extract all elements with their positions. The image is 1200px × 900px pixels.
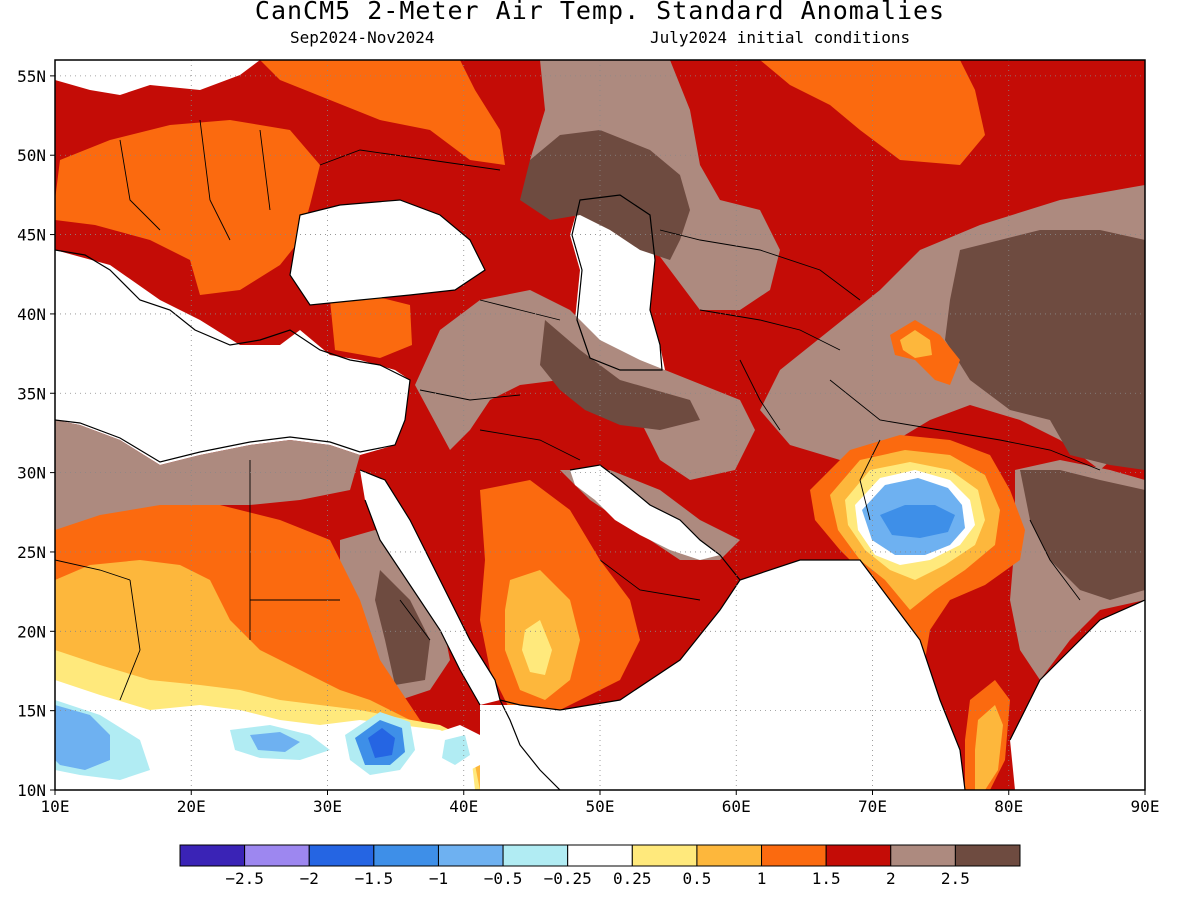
field-eastern-europe-orange: [260, 60, 505, 165]
lon-label: 90E: [1131, 797, 1160, 816]
field-sahel-light-blue: [55, 705, 110, 770]
lat-label: 10N: [17, 781, 46, 800]
anomaly-field: [55, 60, 1145, 790]
field-arabian-sea-white: [560, 560, 965, 790]
lat-label: 15N: [17, 702, 46, 721]
lat-label: 20N: [17, 622, 46, 641]
legend-swatch: [761, 844, 827, 867]
legend-swatch: [373, 844, 439, 867]
field-mediterranean-white: [55, 250, 410, 465]
lat-label: 35N: [17, 384, 46, 403]
legend-label: 1.5: [812, 869, 841, 888]
field-black-sea-white: [290, 200, 485, 305]
legend-swatch: [179, 844, 246, 867]
field-bay-of-bengal-white: [1010, 600, 1145, 790]
field-north-white: [55, 60, 260, 95]
legend-swatch: [825, 844, 892, 867]
coastline-arabia: [499, 464, 741, 711]
legend-swatch: [631, 844, 698, 867]
legend-label: −2.5: [225, 869, 264, 888]
field-sudan-deep-blue: [368, 728, 395, 758]
lat-label: 50N: [17, 146, 46, 165]
legend-label: 2.5: [941, 869, 970, 888]
lat-label: 55N: [17, 67, 46, 86]
map-title: CanCM5 2-Meter Air Temp. Standard Anomal…: [254, 0, 946, 25]
field-gulf-aden-white: [480, 705, 560, 790]
lat-label: 40N: [17, 305, 46, 324]
initial-conditions-label: July2024 initial conditions: [650, 28, 911, 47]
legend-label: 2: [886, 869, 896, 888]
field-ethiopia-pale-blue: [442, 735, 470, 765]
lon-label: 80E: [994, 797, 1023, 816]
legend-label: −0.25: [544, 869, 592, 888]
field-turkey-orange: [330, 295, 412, 358]
field-russia-orange: [760, 60, 985, 165]
country-borders: [55, 119, 1101, 701]
lon-label: 20E: [177, 797, 206, 816]
legend-label: −1.5: [355, 869, 394, 888]
lon-label: 50E: [586, 797, 615, 816]
axis-ticks: [50, 75, 1146, 795]
forecast-season-label: Sep2024-Nov2024: [290, 28, 435, 47]
field-himalaya-brown: [1020, 470, 1145, 600]
lat-label: 30N: [17, 464, 46, 483]
legend-label: 1: [757, 869, 767, 888]
legend-swatch: [244, 844, 310, 867]
lon-label: 60E: [722, 797, 751, 816]
coastline-black-sea: [289, 199, 486, 306]
field-red-sea-white: [360, 470, 500, 705]
coastline-africa-horn: [499, 699, 561, 790]
coastline-mediterranean: [55, 249, 411, 463]
field-south-india-light-orange: [975, 705, 1003, 790]
legend-label: −0.5: [484, 869, 523, 888]
field-europe-orange: [55, 120, 320, 295]
legend-swatch: [567, 844, 633, 867]
field-kashmir-light-orange: [900, 330, 932, 358]
legend-swatch: [696, 844, 763, 867]
legend-swatch: [890, 844, 956, 867]
legend-label: 0.5: [682, 869, 711, 888]
field-africa-brown: [375, 570, 430, 685]
field-kazakh-brown: [520, 130, 690, 260]
legend-swatch: [502, 844, 569, 867]
legend-swatch: [437, 844, 504, 867]
lon-label: 40E: [449, 797, 478, 816]
border-lines: [55, 119, 1101, 701]
legend-label: −2: [300, 869, 319, 888]
lon-label: 10E: [41, 797, 70, 816]
coastline-india: [739, 559, 1145, 790]
coastline-caspian: [571, 194, 663, 371]
field-persian-gulf-white: [570, 465, 720, 560]
coastlines: [55, 194, 1145, 790]
legend-swatch: [954, 844, 1021, 867]
color-legend: −2.5 −2 −1.5 −1 −0.5 −0.25 0.25 0.5 1 1.5 2 2.5: [179, 844, 1021, 888]
lat-label: 45N: [17, 226, 46, 245]
field-tibet-brown: [945, 230, 1145, 470]
coastline-red-sea: [359, 469, 501, 706]
latitude-labels: 55N 50N 45N 40N 35N 30N 25N 20N 15N 10N: [17, 67, 46, 800]
graticule: [55, 60, 1145, 790]
longitude-labels: 10E 20E 30E 40E 50E 60E 70E 80E 90E: [41, 797, 1160, 816]
field-iran-brown: [540, 320, 700, 430]
lon-label: 30E: [313, 797, 342, 816]
lon-label: 70E: [858, 797, 887, 816]
field-arabia-yellow: [522, 620, 552, 675]
field-central-light-blue: [250, 732, 300, 752]
lat-label: 25N: [17, 543, 46, 562]
legend-label: 0.25: [613, 869, 652, 888]
legend-swatch: [308, 844, 375, 867]
legend-label: −1: [429, 869, 448, 888]
field-india-blue: [880, 505, 955, 538]
